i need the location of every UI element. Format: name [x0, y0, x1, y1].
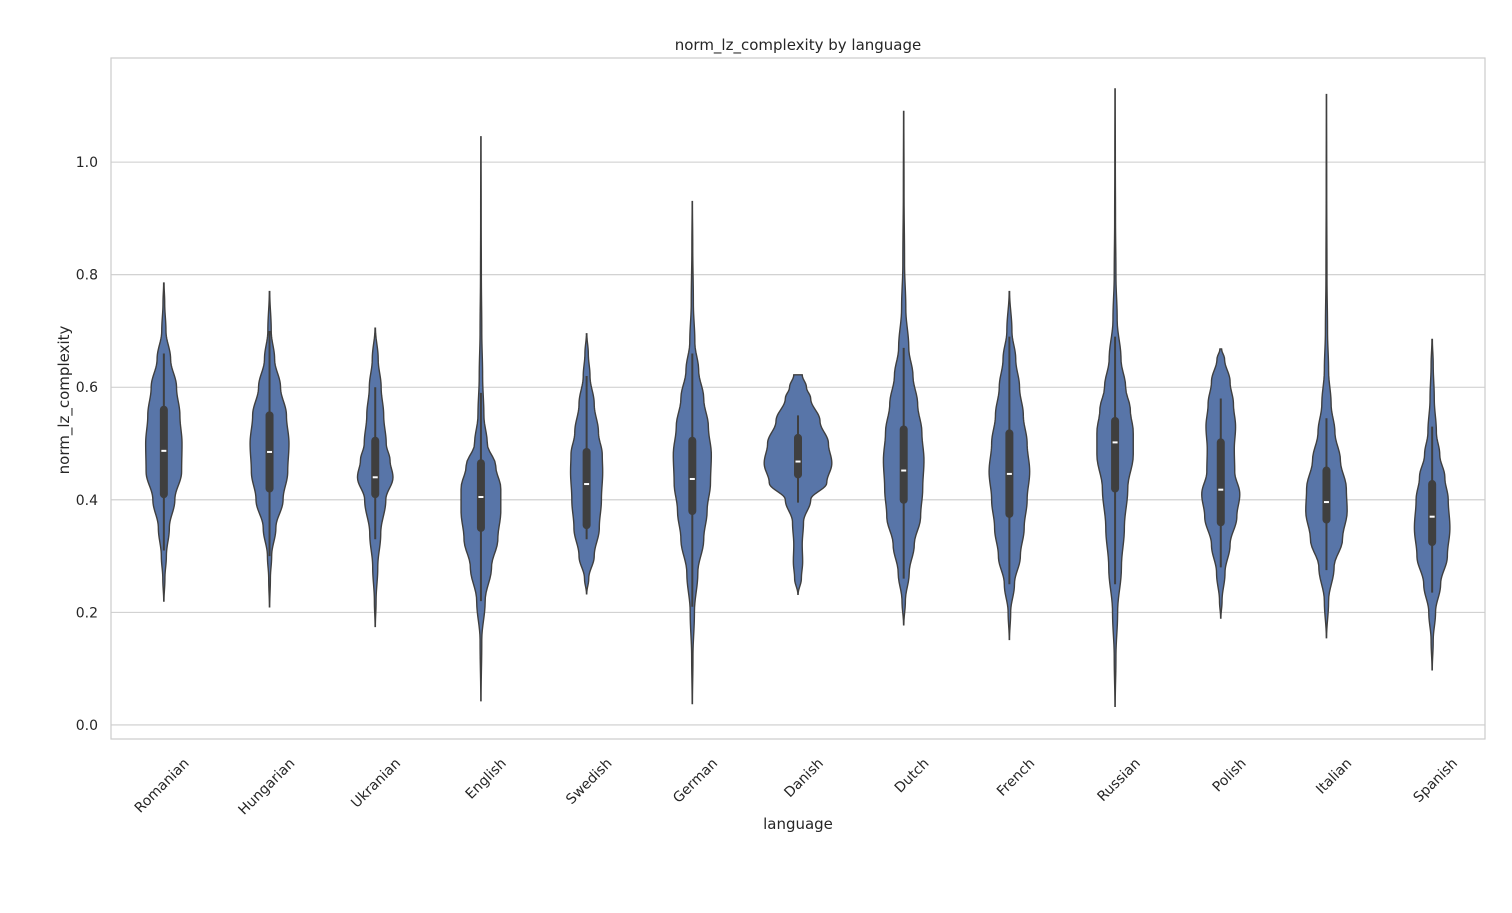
violin-group-english — [460, 136, 502, 702]
violin-group-hungarian — [249, 290, 290, 608]
x-tick-labels: Romanian Hungarian Ukranian English Swedish G… — [132, 756, 1461, 819]
violin-group-swedish — [569, 333, 604, 595]
violins — [144, 88, 1451, 708]
violin-group-russian — [1096, 88, 1134, 708]
plot-frame — [110, 57, 1486, 740]
violin-group-polish — [1201, 348, 1241, 619]
y-tick-label: 0.4 — [76, 493, 98, 509]
chart-title: norm_lz_complexity by language — [675, 36, 922, 55]
y-axis-label: norm_lz_complexity — [55, 326, 74, 475]
violin-group-spanish — [1413, 338, 1451, 671]
y-tick-label: 0.0 — [76, 718, 98, 734]
y-tick-label: 0.2 — [76, 605, 98, 621]
violin-group-ukranian — [356, 327, 394, 628]
violin-group-german — [672, 200, 713, 705]
y-tick-labels: 0.0 0.2 0.4 0.6 0.8 1.0 — [76, 155, 98, 734]
violin-group-italian — [1305, 93, 1348, 639]
violin-group-danish — [763, 374, 833, 596]
x-tick-label-german: German — [670, 756, 721, 807]
violin-group-romanian — [144, 282, 183, 602]
x-tick-label-spanish: Spanish — [1411, 756, 1461, 806]
x-tick-label-ukranian: Ukranian — [348, 756, 404, 812]
x-tick-label-danish: Danish — [781, 756, 826, 801]
x-axis-label: language — [763, 815, 833, 833]
x-tick-label-romanian: Romanian — [132, 756, 193, 817]
violin-group-dutch — [882, 110, 925, 626]
x-tick-label-italian: Italian — [1313, 756, 1355, 798]
y-tick-label: 0.6 — [76, 380, 98, 396]
y-tick-label: 0.8 — [76, 268, 98, 284]
x-tick-label-hungarian: Hungarian — [236, 756, 299, 819]
violin-group-french — [988, 290, 1031, 641]
x-tick-label-french: French — [994, 756, 1038, 800]
violin-body — [1305, 93, 1348, 639]
x-tick-label-russian: Russian — [1094, 756, 1143, 805]
x-tick-label-english: English — [463, 756, 510, 803]
x-tick-label-polish: Polish — [1210, 756, 1250, 796]
y-tick-label: 1.0 — [76, 155, 98, 171]
x-tick-label-dutch: Dutch — [892, 756, 933, 797]
x-tick-label-swedish: Swedish — [563, 756, 615, 808]
